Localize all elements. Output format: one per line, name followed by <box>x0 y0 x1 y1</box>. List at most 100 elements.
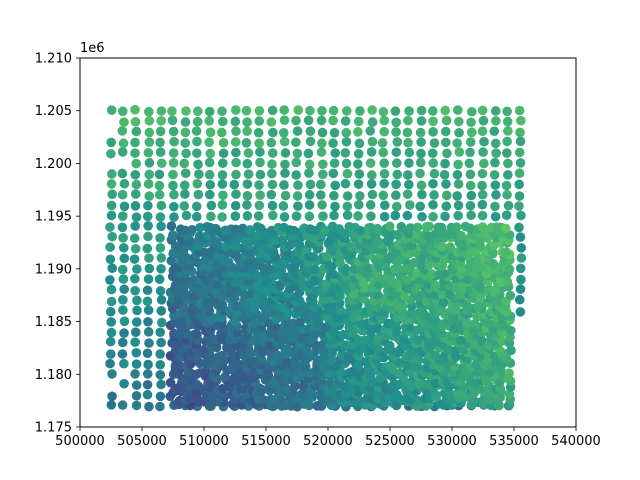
scatter-point <box>168 148 179 158</box>
scatter-point <box>495 346 505 356</box>
scatter-point <box>404 106 414 116</box>
scatter-point <box>441 201 452 211</box>
scatter-point <box>180 168 191 179</box>
scatter-point <box>254 116 265 126</box>
scatter-point <box>252 280 263 291</box>
y-tick-label: 1.175 <box>35 421 72 436</box>
scatter-point <box>491 148 501 158</box>
scatter-points <box>105 104 527 412</box>
scatter-point <box>192 136 202 147</box>
y-tick-label: 1.185 <box>35 315 72 330</box>
scatter-point <box>156 295 167 305</box>
scatter-point <box>107 263 118 274</box>
scatter-point <box>230 105 241 115</box>
scatter-point <box>107 169 117 179</box>
scatter-point <box>390 106 401 116</box>
scatter-point <box>105 275 115 285</box>
scatter-point <box>119 284 130 295</box>
scatter-point <box>263 263 273 273</box>
scatter-point <box>117 211 128 221</box>
scatter-point <box>205 148 216 159</box>
scatter-point <box>143 147 154 158</box>
scatter-point <box>501 210 512 220</box>
scatter-point <box>117 264 128 275</box>
scatter-point <box>192 178 203 189</box>
y-axis: 1.175 1.180 1.185 1.190 1.195 1.200 1.205 1.210 <box>35 52 80 436</box>
scatter-point <box>366 147 377 157</box>
scatter-point <box>236 384 247 394</box>
scatter-point <box>180 127 191 138</box>
scatter-point <box>205 127 216 138</box>
scatter-point <box>417 189 427 200</box>
scatter-point <box>424 221 434 232</box>
scatter-point <box>328 138 338 149</box>
scatter-point <box>144 158 155 168</box>
scatter-point <box>144 137 155 147</box>
scatter-point <box>119 117 129 127</box>
scatter-point <box>230 200 241 211</box>
scatter-point <box>255 384 266 394</box>
scatter-point <box>143 221 153 231</box>
scatter-point <box>427 269 437 279</box>
scatter-point <box>154 169 165 180</box>
scatter-point <box>279 212 290 222</box>
scatter-point <box>117 400 128 410</box>
scatter-point <box>316 115 327 126</box>
scatter-point <box>367 105 377 115</box>
scatter-point <box>514 191 525 201</box>
scatter-point <box>428 127 438 137</box>
scatter-point <box>342 191 353 201</box>
scatter-point <box>372 236 383 246</box>
scatter-point <box>142 379 153 390</box>
scatter-point <box>366 211 376 222</box>
scatter-point <box>259 395 269 405</box>
scatter-point <box>415 168 425 179</box>
scatter-point <box>253 127 264 138</box>
scatter-point <box>156 158 167 169</box>
scatter-point <box>144 253 154 263</box>
scatter-point <box>317 106 327 116</box>
scatter-point <box>437 242 448 252</box>
scatter-point <box>342 168 353 179</box>
scatter-point <box>105 222 115 232</box>
scatter-point <box>192 148 202 158</box>
scatter-point <box>130 243 141 254</box>
scatter-point <box>131 179 142 190</box>
scatter-point <box>515 232 526 242</box>
scatter-point <box>340 116 351 126</box>
scatter-point <box>174 329 184 339</box>
scatter-point <box>295 317 305 328</box>
scatter-point <box>490 138 501 149</box>
scatter-point <box>334 224 345 234</box>
scatter-point <box>466 190 477 201</box>
scatter-point <box>142 348 153 359</box>
scatter-point <box>267 200 278 211</box>
scatter-point <box>189 275 199 285</box>
scatter-point <box>249 318 259 329</box>
scatter-point <box>142 211 153 222</box>
scatter-point <box>106 200 117 211</box>
scatter-point <box>210 236 221 247</box>
scatter-point <box>119 328 129 338</box>
scatter-point <box>452 105 463 115</box>
scatter-point <box>305 136 316 147</box>
scatter-point <box>267 105 278 116</box>
scatter-point <box>320 225 330 235</box>
scatter-point <box>378 147 389 158</box>
scatter-point <box>118 305 128 315</box>
scatter-point <box>230 116 241 127</box>
scatter-point <box>130 327 141 337</box>
scatter-point <box>155 401 165 412</box>
scatter-point <box>399 291 410 302</box>
scatter-point <box>156 253 167 263</box>
scatter-point <box>289 225 299 236</box>
scatter-point <box>428 116 438 127</box>
scatter-point <box>106 137 117 148</box>
scatter-point <box>280 159 290 170</box>
scatter-point <box>490 211 501 222</box>
scatter-point <box>402 170 413 180</box>
scatter-point <box>217 106 227 117</box>
scatter-point <box>442 148 452 159</box>
scatter-point <box>392 137 403 147</box>
scatter-point <box>365 158 376 168</box>
